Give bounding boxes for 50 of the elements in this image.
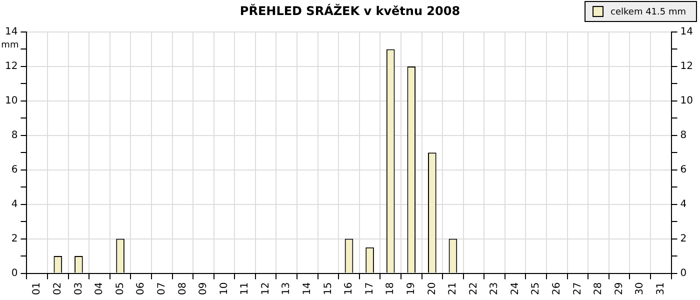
x-tick-label: 02 bbox=[52, 282, 64, 296]
x-tick-label: 21 bbox=[448, 282, 459, 296]
y-tick-label: 4 bbox=[11, 198, 18, 210]
y2-tick-label: 10 bbox=[680, 96, 694, 107]
y-tick-label: 14 bbox=[4, 26, 18, 38]
x-tick-label: 12 bbox=[260, 282, 272, 296]
y2-tick-label: 0 bbox=[680, 268, 687, 279]
y-tick-label: 2 bbox=[11, 233, 18, 244]
x-tick-label: 24 bbox=[510, 282, 521, 296]
x-tick-label: 28 bbox=[593, 282, 604, 296]
x-tick-label: 08 bbox=[177, 282, 188, 296]
y-tick-label: 10 bbox=[4, 96, 18, 107]
x-tick-label: 22 bbox=[468, 282, 480, 296]
x-tick-label: 23 bbox=[489, 282, 500, 296]
x-tick-label: 06 bbox=[136, 282, 147, 296]
x-tick-label: 26 bbox=[552, 282, 563, 296]
x-tick-label: 04 bbox=[94, 282, 106, 296]
x-tick-label: 31 bbox=[655, 282, 666, 296]
x-tick-label: 11 bbox=[240, 282, 251, 296]
x-tick-label: 07 bbox=[156, 282, 168, 296]
y2-tick-label: 12 bbox=[680, 61, 694, 72]
y2-tick-label: 8 bbox=[680, 130, 687, 141]
y-axis-title: mm bbox=[1, 40, 19, 50]
x-tick-label: 20 bbox=[426, 282, 438, 296]
x-tick-label: 19 bbox=[406, 282, 417, 296]
x-tick-label: 30 bbox=[634, 282, 646, 296]
chart-title: PŘEHLED SRÁŽEK v květnu 2008 bbox=[240, 3, 460, 18]
x-tick-label: 01 bbox=[32, 282, 43, 296]
x-tick-label: 25 bbox=[530, 282, 542, 296]
x-tick-label: 03 bbox=[73, 282, 84, 296]
x-tick-label: 09 bbox=[198, 282, 210, 296]
x-tick-label: 15 bbox=[322, 282, 334, 296]
x-tick-label: 16 bbox=[344, 282, 355, 296]
x-tick-label: 05 bbox=[114, 282, 126, 296]
y2-tick-label: 6 bbox=[680, 164, 687, 176]
y-tick-label: 6 bbox=[11, 164, 18, 176]
x-tick-label: 13 bbox=[281, 282, 292, 296]
y-tick-label: 12 bbox=[4, 61, 18, 72]
x-tick-label: 29 bbox=[614, 282, 625, 296]
y-tick-label: 8 bbox=[11, 130, 18, 141]
x-tick-label: 18 bbox=[385, 282, 396, 296]
legend-label: celkem 41.5 mm bbox=[610, 7, 686, 18]
y2-tick-label: 14 bbox=[680, 26, 694, 38]
x-tick-label: 10 bbox=[218, 282, 230, 296]
y-tick-label: 0 bbox=[11, 268, 18, 279]
x-tick-label: 27 bbox=[572, 282, 584, 296]
x-tick-label: 14 bbox=[302, 282, 314, 296]
y2-tick-label: 4 bbox=[680, 198, 687, 210]
y2-tick-label: 2 bbox=[680, 233, 687, 244]
x-tick-label: 17 bbox=[364, 282, 376, 296]
